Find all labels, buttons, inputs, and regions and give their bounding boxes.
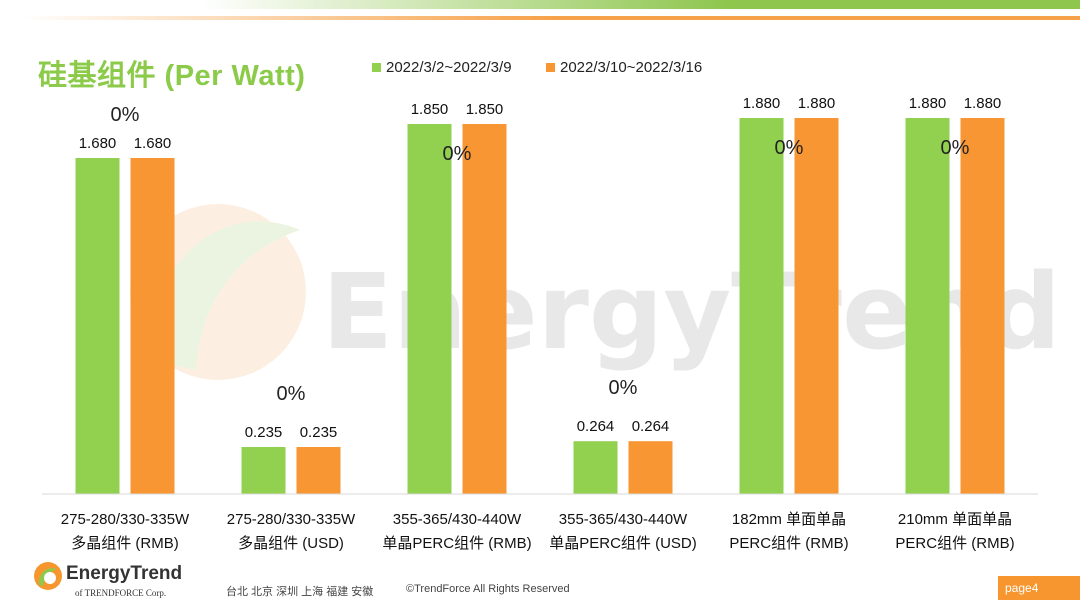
category-label-6-line-1: 210mm 单面单晶 <box>898 511 1012 528</box>
data-label-series-1-cat-3: 1.850 <box>411 101 449 118</box>
bar-series-2-cat-6 <box>960 118 1005 494</box>
data-label-series-2-cat-4: 0.264 <box>632 418 670 435</box>
change-label-cat-4: 0% <box>609 377 638 399</box>
office-cities: 台北 北京 深圳 上海 福建 安徽 <box>226 586 374 598</box>
category-label-5-line-1: 182mm 单面单晶 <box>732 511 846 528</box>
legend-label-series-1: 2022/3/2~2022/3/9 <box>386 59 512 76</box>
logo-text: EnergyTrend <box>66 563 183 584</box>
bar-series-1-cat-3 <box>407 124 452 494</box>
category-label-3-line-1: 355-365/430-440W <box>393 511 522 528</box>
category-label-1-line-2: 多晶组件 (RMB) <box>71 535 179 552</box>
bar-series-2-cat-2 <box>296 447 341 494</box>
bar-series-1-cat-2 <box>241 447 286 494</box>
category-label-3-line-2: 单晶PERC组件 (RMB) <box>382 535 531 552</box>
copyright-text: ©TrendForce All Rights Reserved <box>406 583 570 595</box>
data-label-series-2-cat-1: 1.680 <box>134 135 172 152</box>
data-label-series-1-cat-6: 1.880 <box>909 95 947 112</box>
category-label-1-line-1: 275-280/330-335W <box>61 511 190 528</box>
legend-item-series-1: 2022/3/2~2022/3/9 <box>372 59 512 76</box>
data-label-series-1-cat-2: 0.235 <box>245 424 283 441</box>
change-label-cat-2: 0% <box>277 383 306 405</box>
bar-series-1-cat-6 <box>905 118 950 494</box>
legend-item-series-2: 2022/3/10~2022/3/16 <box>546 59 702 76</box>
top-decor-bar <box>0 0 1080 22</box>
category-label-2-line-1: 275-280/330-335W <box>227 511 356 528</box>
data-label-series-2-cat-3: 1.850 <box>466 101 504 118</box>
logo-subtext: of TRENDFORCE Corp. <box>75 588 167 598</box>
legend-label-series-2: 2022/3/10~2022/3/16 <box>560 59 703 76</box>
change-label-cat-5: 0% <box>775 137 804 159</box>
change-label-cat-1: 0% <box>111 104 140 126</box>
watermark-logo-leaf <box>150 221 300 370</box>
data-label-series-1-cat-4: 0.264 <box>577 418 615 435</box>
legend-swatch-orange <box>546 63 555 72</box>
energytrend-logo-icon <box>34 562 62 590</box>
category-label-5-line-2: PERC组件 (RMB) <box>729 535 848 552</box>
category-label-4-line-2: 单晶PERC组件 (USD) <box>549 535 697 552</box>
category-label-2-line-2: 多晶组件 (USD) <box>238 535 344 552</box>
data-label-series-2-cat-5: 1.880 <box>798 95 836 112</box>
bar-series-2-cat-3 <box>462 124 507 494</box>
data-label-series-1-cat-5: 1.880 <box>743 95 781 112</box>
page-number-badge: page4 <box>998 576 1080 600</box>
legend-swatch-green <box>372 63 381 72</box>
data-label-series-2-cat-6: 1.880 <box>964 95 1002 112</box>
page-title: 硅基组件 (Per Watt) <box>38 60 306 92</box>
top-orange-stripe <box>20 16 1080 20</box>
data-label-series-1-cat-1: 1.680 <box>79 135 117 152</box>
change-label-cat-3: 0% <box>443 143 472 165</box>
bar-series-2-cat-4 <box>628 441 673 494</box>
bar-series-1-cat-4 <box>573 441 618 494</box>
data-label-series-2-cat-2: 0.235 <box>300 424 338 441</box>
category-label-4-line-1: 355-365/430-440W <box>559 511 688 528</box>
category-label-6-line-2: PERC组件 (RMB) <box>895 535 1014 552</box>
bar-series-1-cat-5 <box>739 118 784 494</box>
bar-series-1-cat-1 <box>75 158 120 494</box>
change-label-cat-6: 0% <box>941 137 970 159</box>
bar-series-2-cat-5 <box>794 118 839 494</box>
top-green-stripe <box>200 0 1080 9</box>
bar-series-2-cat-1 <box>130 158 175 494</box>
